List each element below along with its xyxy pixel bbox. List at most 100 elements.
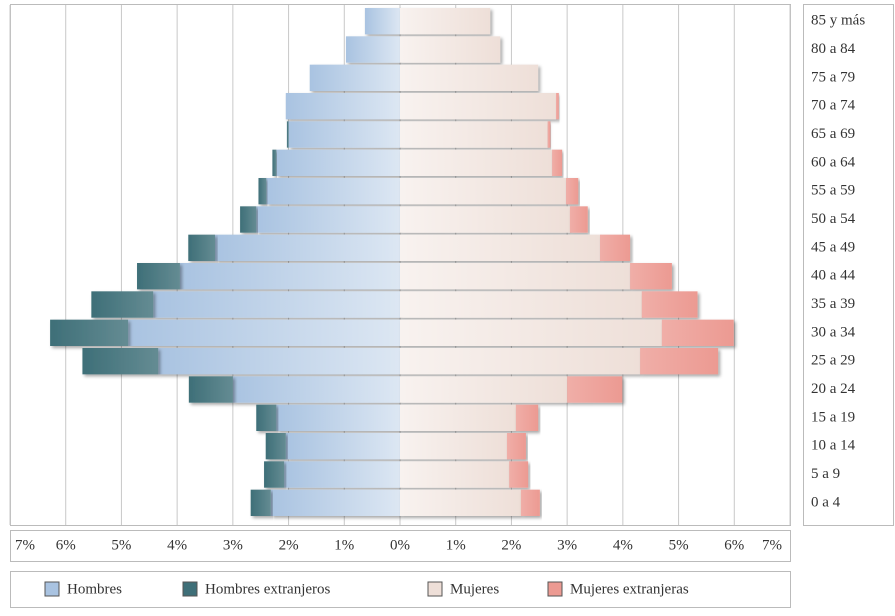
bar-shine	[400, 461, 510, 488]
bar-shine	[400, 121, 548, 148]
bar-shine	[232, 376, 400, 403]
bar-group	[188, 376, 233, 403]
bar-shine	[400, 178, 567, 205]
bar-group	[256, 404, 277, 431]
category-label: 20 a 24	[811, 381, 856, 397]
bar-shine	[158, 348, 400, 375]
category-label: 75 a 79	[811, 69, 855, 85]
category-label: 0 a 4	[811, 494, 841, 510]
bar-shine	[400, 319, 662, 346]
bar-shine	[400, 93, 556, 120]
bar-group	[400, 234, 601, 261]
bar-shine	[137, 263, 180, 290]
bar-shine	[400, 404, 516, 431]
bar-group	[400, 121, 548, 148]
x-tick-label: 7%	[762, 537, 782, 553]
bar-group	[630, 263, 672, 290]
bar-group	[567, 376, 623, 403]
bar-group	[285, 433, 400, 460]
bar-shine	[400, 263, 631, 290]
bar-shine	[515, 404, 539, 431]
bar-group	[232, 376, 400, 403]
bar-group	[400, 291, 642, 318]
bar-shine	[82, 348, 159, 375]
bar-shine	[400, 291, 642, 318]
bar-shine	[506, 433, 526, 460]
bar-group	[400, 64, 539, 91]
bar-shine	[630, 263, 672, 290]
bar-shine	[640, 348, 719, 375]
bar-shine	[284, 461, 400, 488]
bar-group	[288, 121, 400, 148]
category-label: 80 a 84	[811, 41, 856, 57]
bar-shine	[400, 376, 568, 403]
bar-shine	[265, 433, 286, 460]
bar-group	[364, 8, 400, 35]
bar-shine	[400, 489, 521, 516]
bar-group	[270, 489, 400, 516]
bar-group	[547, 121, 551, 148]
bar-group	[400, 461, 510, 488]
bar-shine	[520, 489, 540, 516]
bar-group	[256, 206, 400, 233]
bar-shine	[661, 319, 734, 346]
bar-shine	[309, 64, 400, 91]
category-label: 55 a 59	[811, 183, 855, 199]
bar-shine	[153, 291, 400, 318]
category-label: 25 a 29	[811, 353, 855, 369]
bar-shine	[569, 206, 588, 233]
bar-group	[158, 348, 400, 375]
bar-group	[284, 461, 400, 488]
bar-shine	[400, 36, 501, 63]
bar-group	[250, 489, 271, 516]
bar-group	[215, 234, 400, 261]
bar-group	[641, 291, 698, 318]
bar-group	[400, 8, 491, 35]
labels: 7% 6% 5% 4% 3% 2% 1% 0% 1% 2% 3% 4% 5% 6% 7% 85 y más 80…	[15, 13, 865, 598]
bar-group	[265, 433, 286, 460]
category-label: 30 a 34	[811, 324, 856, 340]
x-tick-label: 6%	[56, 537, 76, 553]
bar-group	[276, 404, 400, 431]
bar-shine	[188, 376, 233, 403]
bar-shine	[509, 461, 529, 488]
bar-shine	[188, 234, 216, 261]
bar-shine	[128, 319, 400, 346]
bar-group	[509, 461, 529, 488]
bar-shine	[256, 206, 400, 233]
bar-group	[515, 404, 539, 431]
bar-group	[264, 461, 285, 488]
bar-group	[506, 433, 526, 460]
bar-shine	[400, 8, 491, 35]
bar-shine	[345, 36, 400, 63]
bar-group	[400, 206, 570, 233]
category-label: 10 a 14	[811, 438, 856, 454]
bar-shine	[91, 291, 154, 318]
bar-shine	[250, 489, 271, 516]
bar-group	[552, 149, 563, 176]
bar-shine	[641, 291, 698, 318]
bar-group	[266, 178, 400, 205]
bar-group	[400, 319, 662, 346]
bars	[50, 8, 734, 516]
legend-swatch	[547, 581, 563, 597]
axis-frame	[10, 530, 791, 562]
category-label: 50 a 54	[811, 211, 856, 227]
bar-group	[153, 291, 400, 318]
bar-group	[91, 291, 154, 318]
legend-label: Mujeres extranjeras	[570, 581, 689, 597]
bar-shine	[256, 404, 277, 431]
bar-group	[137, 263, 180, 290]
bar-shine	[547, 121, 551, 148]
legend-label: Mujeres	[450, 581, 499, 597]
bar-group	[285, 93, 400, 120]
bar-group	[276, 149, 400, 176]
bar-group	[400, 489, 521, 516]
x-tick-label: 4%	[167, 537, 187, 553]
legend-label: Hombres	[67, 581, 122, 597]
bar-group	[400, 376, 568, 403]
bar-group	[400, 404, 516, 431]
bar-group	[286, 121, 289, 148]
bar-shine	[364, 8, 400, 35]
